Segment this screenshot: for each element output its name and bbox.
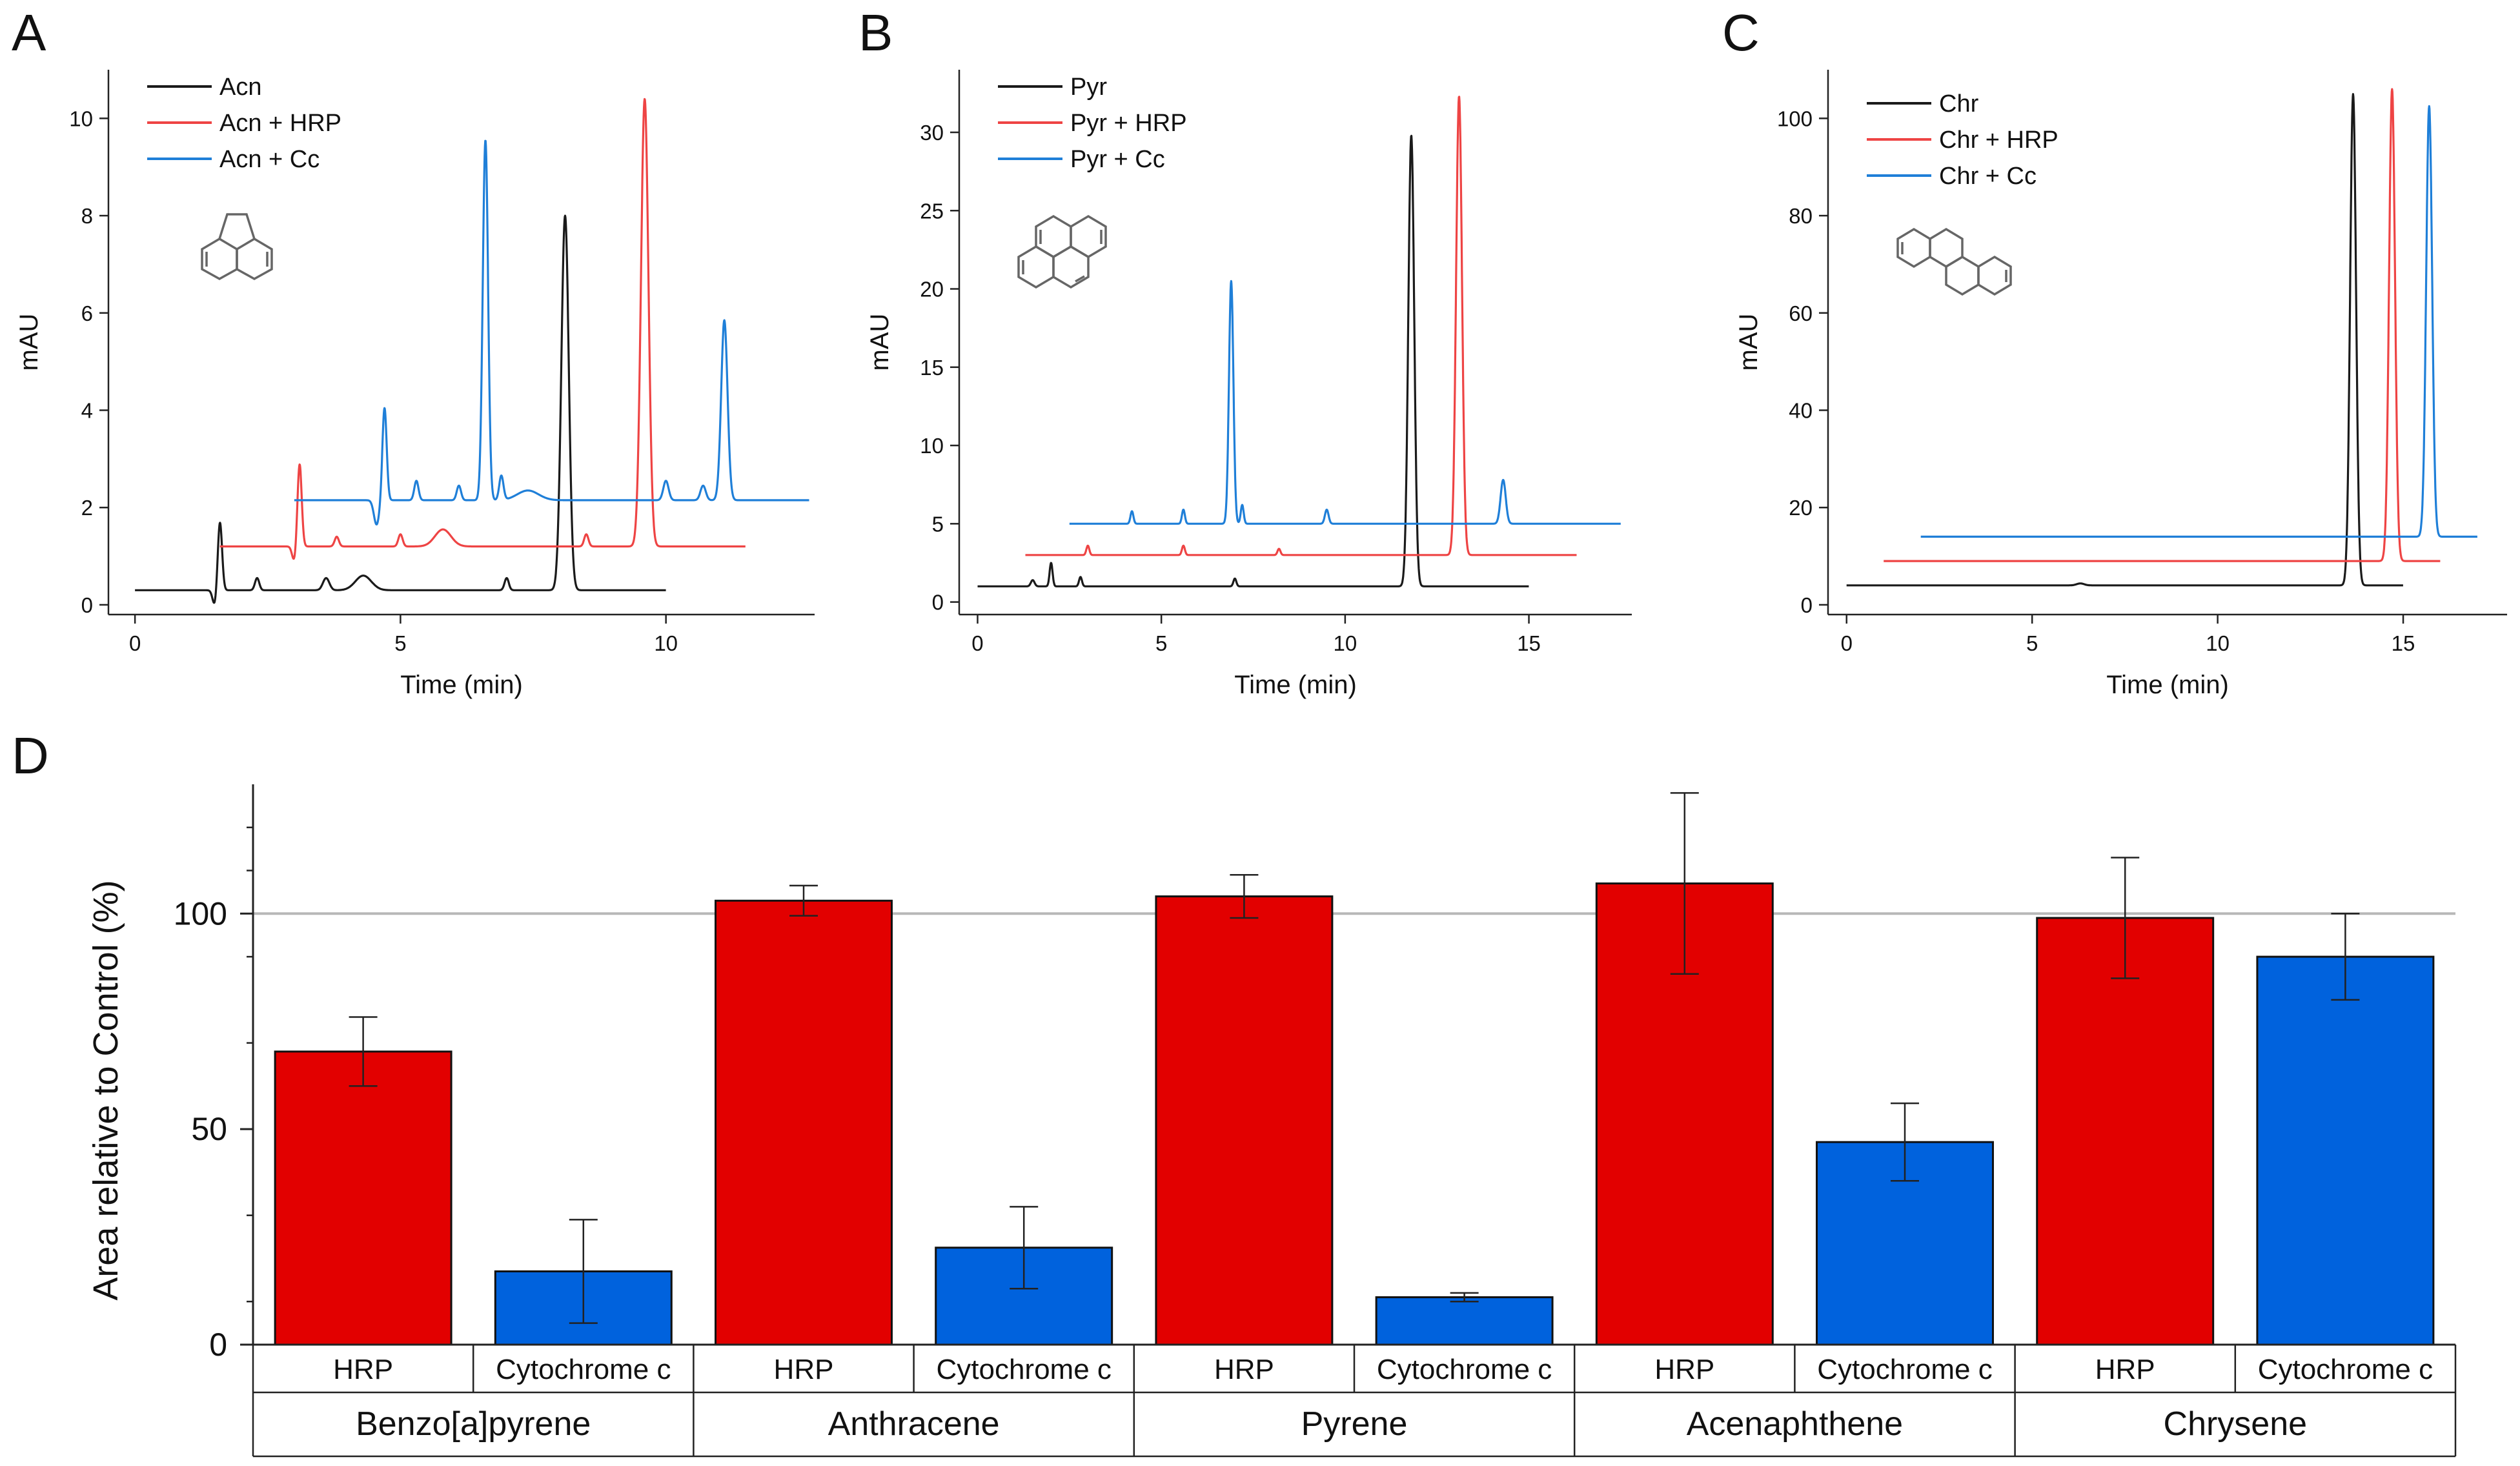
panel-d-bar-chart: Area relative to Control (%) Benzo[a]pyr…	[86, 784, 2457, 1458]
category-label-pyrene: Pyrene	[1301, 1405, 1408, 1443]
enzyme-label: Cytochrome c	[1817, 1354, 1992, 1385]
y-axis-title: mAU	[1734, 314, 1763, 371]
legend-label: Pyr + HRP	[1070, 110, 1187, 137]
trace-pyr-hrp	[1024, 96, 1578, 556]
x-tick-label: 10	[1334, 631, 1357, 655]
x-axis-title: Time (min)	[2106, 671, 2229, 699]
chrysene-structure-icon	[1896, 227, 2012, 296]
enzyme-label: HRP	[774, 1354, 834, 1385]
x-tick-label: 5	[1155, 631, 1167, 655]
trace-pyr	[977, 134, 1530, 587]
legend-label: Acn + Cc	[219, 146, 320, 173]
legend-label: Pyr + Cc	[1070, 146, 1165, 173]
panel-label-d: D	[12, 727, 49, 784]
legend-label: Pyr	[1070, 74, 1107, 101]
trace-acn-cc	[293, 139, 810, 525]
pyrene-structure-icon	[1017, 214, 1107, 289]
enzyme-label: HRP	[2095, 1354, 2155, 1385]
panel-label-b: B	[859, 4, 893, 61]
y-tick-label: 100	[174, 895, 227, 932]
x-tick-label: 15	[2392, 631, 2415, 655]
x-tick-label: 10	[654, 631, 678, 655]
y-tick-label: 10	[69, 107, 93, 130]
y-tick-label: 4	[81, 399, 93, 423]
x-tick-label: 10	[2206, 631, 2230, 655]
bar-cytochrome-c-2	[1375, 1296, 1554, 1346]
category-label-benzo-a-pyrene: Benzo[a]pyrene	[356, 1405, 591, 1443]
y-tick-label: 6	[81, 301, 93, 325]
chromatogram-panel-c: 0 5 10 15 0 20 40 60 80 100 Time (min) mAU Chr Chr + …	[1734, 70, 2507, 699]
enzyme-label: Cytochrome c	[936, 1354, 1111, 1385]
y-axis-title: mAU	[15, 314, 43, 371]
y-tick-label: 0	[1801, 593, 1813, 617]
y-tick-label: 20	[1789, 496, 1813, 520]
panel-label-c: C	[1722, 4, 1760, 61]
trace-chr-cc	[1920, 105, 2478, 538]
x-tick-label: 0	[129, 631, 141, 655]
y-tick-label: 100	[1777, 107, 1813, 130]
bar-hrp-2	[1155, 895, 1334, 1346]
trace-acn-hrp	[219, 97, 746, 560]
y-tick-label: 30	[920, 121, 944, 145]
trace-acn	[134, 214, 667, 604]
trace-chr-hrp	[1883, 88, 2441, 562]
y-tick-label: 0	[81, 593, 93, 617]
y-tick-label: 40	[1789, 399, 1813, 423]
trace-chr	[1845, 93, 2404, 587]
legend-label: Acn + HRP	[219, 110, 341, 137]
bar-hrp-0	[274, 1050, 452, 1346]
x-axis-title: Time (min)	[400, 671, 523, 699]
bar-hrp-4	[2036, 917, 2215, 1346]
x-axis-title: Time (min)	[1234, 671, 1357, 699]
y-tick-label: 5	[932, 512, 944, 536]
trace-pyr-cc	[1068, 280, 1621, 525]
y-tick-label: 25	[920, 199, 944, 223]
enzyme-label: Cytochrome c	[496, 1354, 671, 1385]
x-tick-label: 0	[1841, 631, 1853, 655]
category-label-chrysene: Chrysene	[2164, 1405, 2308, 1443]
enzyme-label: Cytochrome c	[1377, 1354, 1552, 1385]
y-tick-label: 80	[1789, 204, 1813, 228]
chromatogram-panel-b: 0 5 10 15 0 5 10 15 20 25 30 Time (min) mAU Pyr Pyr + …	[866, 70, 1632, 699]
y-tick-label: 0	[932, 591, 944, 615]
x-tick-label: 15	[1517, 631, 1541, 655]
enzyme-label: Cytochrome c	[2258, 1354, 2433, 1385]
x-tick-label: 5	[394, 631, 406, 655]
y-axis-title: mAU	[866, 314, 894, 371]
bar-cytochrome-c-4	[2256, 955, 2435, 1346]
bar-hrp-1	[715, 899, 893, 1346]
panel-d-y-axis-label: Area relative to Control (%)	[86, 880, 125, 1300]
y-tick-label: 15	[920, 356, 944, 380]
legend-label: Chr	[1939, 90, 1979, 117]
panel-label-a: A	[12, 4, 46, 61]
x-tick-label: 0	[971, 631, 983, 655]
x-tick-label: 5	[2026, 631, 2038, 655]
category-label-anthracene: Anthracene	[828, 1405, 1000, 1443]
legend-label: Chr + HRP	[1939, 127, 2058, 154]
y-tick-label: 0	[209, 1327, 227, 1363]
y-tick-label: 50	[191, 1111, 227, 1147]
enzyme-label: HRP	[1214, 1354, 1274, 1385]
y-tick-label: 8	[81, 204, 93, 228]
y-tick-label: 60	[1789, 301, 1813, 325]
acenaphthene-structure-icon	[201, 213, 273, 281]
enzyme-label: HRP	[333, 1354, 393, 1385]
y-tick-label: 2	[81, 496, 93, 520]
y-tick-label: 10	[920, 434, 944, 458]
legend-label: Chr + Cc	[1939, 163, 2037, 190]
enzyme-label: HRP	[1654, 1354, 1714, 1385]
chromatogram-panel-a: 0 5 10 0 2 4 6 8 10 Time (min) mAU Acn Acn + HRP Acn …	[15, 70, 815, 699]
category-label-acenaphthene: Acenaphthene	[1687, 1405, 1903, 1443]
y-tick-label: 20	[920, 278, 944, 301]
legend-label: Acn	[219, 74, 261, 101]
